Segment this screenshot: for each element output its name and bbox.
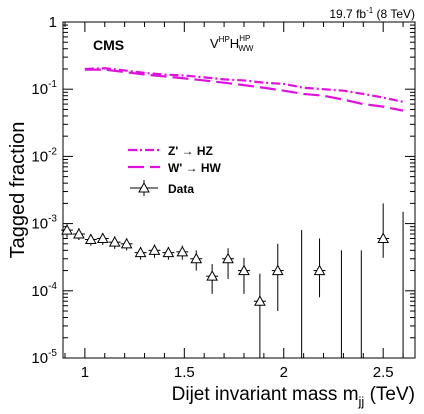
x-tick-label: 2.5 bbox=[373, 364, 394, 381]
data-point bbox=[162, 246, 175, 260]
series-group bbox=[61, 67, 404, 358]
data-point bbox=[271, 243, 284, 312]
data-point bbox=[120, 237, 133, 251]
data-marker bbox=[96, 232, 109, 244]
data-point bbox=[222, 248, 235, 279]
data-point bbox=[148, 244, 161, 258]
x-tick-label: 1 bbox=[81, 364, 89, 381]
legend-entry: Z' → HZ bbox=[128, 144, 213, 158]
y-tick-label: 10-5 bbox=[31, 348, 57, 367]
data-marker bbox=[206, 270, 219, 281]
category-label: VHPHHP WW bbox=[210, 34, 254, 53]
legend-swatch bbox=[138, 181, 150, 193]
data-point bbox=[238, 257, 250, 294]
data-marker bbox=[176, 245, 189, 257]
axes: 1 1.5 2 2.5 1 10-1 10-2 10-3 10-4 10-5 bbox=[31, 14, 415, 381]
y-tick-label: 10-3 bbox=[31, 214, 57, 233]
data-point bbox=[72, 227, 85, 241]
data-point bbox=[96, 232, 109, 246]
data-marker bbox=[148, 244, 161, 255]
data-marker bbox=[313, 264, 326, 276]
legend-label: Data bbox=[168, 182, 194, 196]
data-marker bbox=[254, 295, 266, 306]
data-point bbox=[61, 224, 73, 238]
legend-label: W' → HW bbox=[168, 161, 222, 175]
x-tick-label: 2 bbox=[280, 364, 288, 381]
legend-entry: Data bbox=[130, 180, 194, 196]
data-marker bbox=[134, 246, 147, 258]
data-marker bbox=[162, 246, 175, 258]
data-marker bbox=[120, 237, 133, 249]
x-tick-label: 1.5 bbox=[174, 364, 195, 381]
data-marker bbox=[73, 227, 85, 239]
data-marker bbox=[222, 252, 234, 264]
data-point bbox=[134, 246, 147, 260]
data-point bbox=[190, 250, 203, 271]
legend-label: Z' → HZ bbox=[168, 144, 213, 158]
experiment-label: CMS bbox=[93, 37, 124, 53]
series-line bbox=[84, 68, 404, 112]
data-point bbox=[313, 238, 326, 298]
data-marker bbox=[84, 233, 97, 244]
data-point bbox=[108, 236, 121, 249]
data-point bbox=[84, 233, 97, 246]
y-axis-title: Tagged fraction bbox=[7, 122, 29, 259]
data-point bbox=[377, 203, 390, 258]
data-point bbox=[206, 264, 219, 294]
legend: Z' → HZ W' → HW Data bbox=[128, 144, 222, 196]
data-marker bbox=[238, 264, 250, 276]
lumi-label: 19.7 fb-1 (8 TeV) bbox=[329, 6, 415, 21]
y-tick-label: 10-1 bbox=[31, 79, 57, 98]
data-point bbox=[176, 245, 189, 260]
data-marker bbox=[108, 236, 121, 247]
legend-entry: W' → HW bbox=[128, 161, 222, 175]
data-point bbox=[253, 273, 266, 358]
data-marker bbox=[271, 264, 284, 276]
y-tick-label: 10-2 bbox=[31, 146, 57, 165]
series-line bbox=[84, 67, 404, 103]
plot-frame bbox=[62, 21, 416, 359]
data-marker bbox=[190, 252, 203, 264]
x-axis-title: Dijet invariant mass mjj (TeV) bbox=[172, 384, 415, 409]
y-tick-label: 1 bbox=[49, 14, 57, 31]
data-marker bbox=[61, 224, 73, 235]
data-marker bbox=[377, 232, 390, 244]
y-tick-label: 10-4 bbox=[31, 281, 57, 300]
